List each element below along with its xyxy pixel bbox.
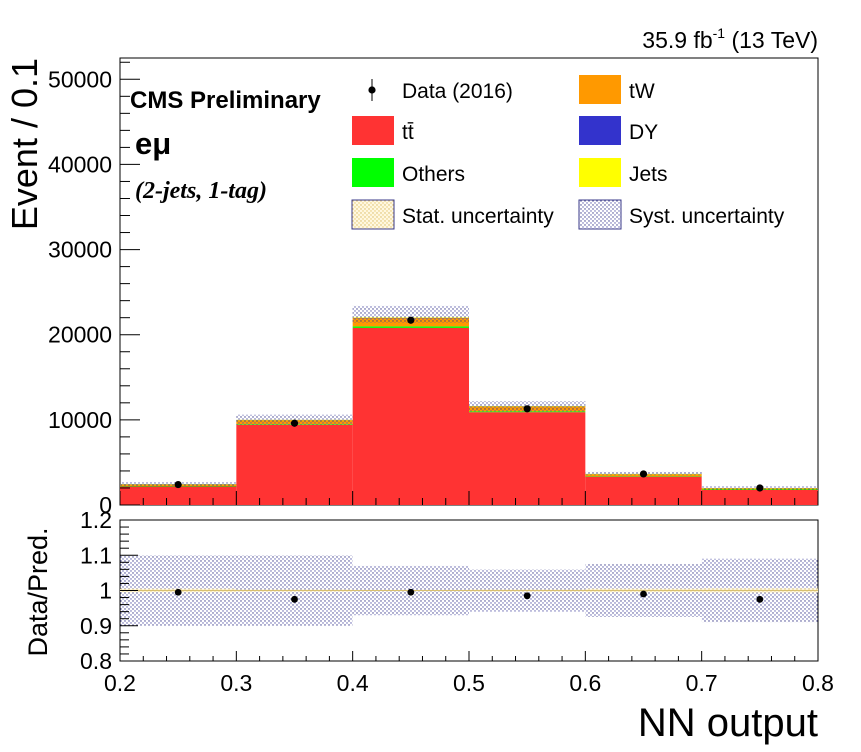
ratio-point-0 — [174, 588, 182, 596]
y-tick-label-5: 50000 — [48, 66, 112, 92]
legend-swatch-stat-uncertainty — [351, 199, 395, 230]
x-tick-label-3: 0.5 — [453, 670, 485, 696]
ratio-point-3 — [523, 592, 531, 600]
y-tick-label-2: 20000 — [48, 322, 112, 348]
legend-label-jets: Jets — [629, 163, 668, 186]
legend-label-stat-uncertainty: Stat. uncertainty — [402, 205, 554, 228]
data-point-1 — [290, 419, 299, 427]
legend-swatch-tw — [579, 75, 621, 104]
bar-others-2 — [352, 326, 469, 328]
ratio-y-tick-label-1: 0.9 — [80, 613, 112, 639]
legend-label-tw: tW — [629, 80, 655, 103]
data-point-0 — [174, 480, 182, 489]
ratio-point-4 — [640, 590, 647, 598]
legend-label-syst-uncertainty: Syst. uncertainty — [629, 205, 785, 228]
cms-label: CMS Preliminary — [130, 87, 321, 114]
x-axis-label: NN output — [638, 701, 818, 745]
channel-label: eμ — [135, 126, 171, 161]
legend-label-data-2016: Data (2016) — [402, 80, 513, 103]
bar-tt-5 — [701, 489, 818, 505]
ratio-y-tick-label-0: 0.8 — [80, 648, 112, 674]
ratio-point-2 — [407, 588, 415, 596]
legend-swatch-tt — [352, 116, 394, 145]
x-tick-label-2: 0.4 — [337, 670, 369, 696]
data-point-4 — [639, 470, 648, 478]
y-tick-label-1: 10000 — [48, 407, 112, 433]
x-tick-label-6: 0.8 — [802, 670, 834, 696]
bar-tt-0 — [120, 486, 237, 505]
legend: Data (2016) tW tt̄ DY Others Jets Stat. uncert… — [351, 75, 785, 230]
y-tick-label-4: 40000 — [48, 151, 112, 177]
y-tick-label-0: 0 — [99, 492, 112, 518]
bar-tt-1 — [236, 424, 353, 505]
legend-swatch-dy — [579, 116, 621, 145]
x-tick-label-5: 0.7 — [686, 670, 718, 696]
legend-label-others: Others — [402, 163, 465, 186]
legend-swatch-others — [352, 158, 394, 187]
bar-tt-3 — [469, 412, 586, 505]
ratio-y-tick-label-4: 1.2 — [80, 507, 112, 533]
ratio-y-tick-label-3: 1.1 — [80, 542, 112, 568]
x-tick-label-1: 0.3 — [220, 670, 252, 696]
ratio-point-1 — [291, 595, 298, 603]
x-tick-label-0: 0.2 — [104, 670, 136, 696]
data-point-5 — [756, 484, 764, 492]
category-label: (2-jets, 1-tag) — [135, 178, 267, 204]
legend-swatch-jets — [579, 158, 621, 187]
lumi-label: 35.9 fb-1 (13 TeV) — [642, 25, 818, 53]
main-plot-area: 0 10000 20000 30000 40000 50000 — [48, 61, 819, 518]
bar-tt-2 — [352, 327, 469, 505]
y-axis-label: Event / 0.1 — [4, 58, 45, 230]
x-tick-label-4: 0.6 — [569, 670, 601, 696]
ratio-y-axis-label: Data/Pred. — [23, 527, 53, 656]
legend-swatch-syst-uncertainty — [578, 199, 622, 230]
ratio-plot-area: 0.2 0.3 0.4 0.5 0.6 0.7 0.8 0.8 0.9 1 1.1 1.2 — [80, 507, 834, 696]
ratio-point-5 — [756, 595, 764, 603]
legend-label-dy: DY — [629, 121, 658, 144]
y-tick-label-3: 30000 — [48, 237, 112, 263]
ratio-y-tick-label-2: 1 — [99, 578, 112, 604]
data-point-3 — [523, 405, 531, 413]
syst-band-2 — [352, 305, 469, 323]
bar-tt-4 — [585, 476, 702, 505]
data-point-2 — [407, 316, 415, 324]
legend-label-tt: tt̄ — [402, 121, 414, 144]
